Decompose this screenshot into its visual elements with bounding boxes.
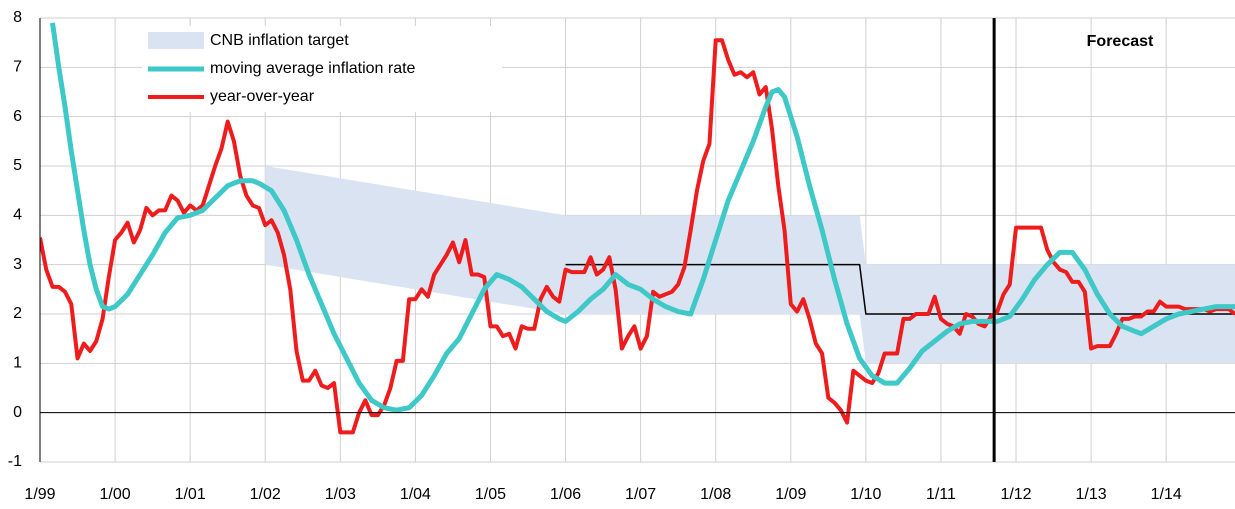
series-line	[50, 22, 1235, 413]
y-tick-label: 4	[13, 207, 22, 224]
x-tick-label: 1/99	[24, 486, 55, 503]
x-tick-label: 1/02	[250, 486, 281, 503]
y-tick-label: 8	[13, 9, 22, 26]
y-tick-label: 0	[13, 404, 22, 421]
y-tick-label: -1	[8, 453, 22, 470]
target-line	[565, 263, 1235, 315]
axes: -1 0 1 2 3 4 5 6 7 8 1/99 1/00 1/01 1/02 1/03 1/04 1/05 1…	[8, 9, 1235, 503]
y-tick-label: 2	[13, 305, 22, 322]
x-tick-label: 1/12	[1000, 486, 1031, 503]
x-tick-label: 1/09	[775, 486, 806, 503]
x-tick-label: 1/00	[100, 486, 131, 503]
x-tick-label: 1/10	[850, 486, 881, 503]
x-tick-label: 1/11	[926, 486, 956, 503]
y-tick-label: 6	[13, 108, 22, 125]
x-tick-label: 1/03	[325, 486, 356, 503]
y-tick-label: 3	[13, 256, 22, 273]
x-tick-label: 1/06	[550, 486, 581, 503]
x-tick-label: 1/04	[400, 486, 431, 503]
x-tick-label: 1/05	[475, 486, 506, 503]
annotation: Forecast	[1087, 33, 1154, 50]
x-tick-label: 1/13	[1076, 486, 1107, 503]
x-tick-label: 1/07	[625, 486, 656, 503]
y-tick-label: 1	[13, 355, 22, 372]
plot-area	[40, 22, 1235, 435]
y-tick-label: 5	[13, 157, 22, 174]
legend-label: year-over-year	[210, 88, 315, 105]
legend: CNB inflation target moving average infla…	[142, 26, 502, 112]
x-tick-label: 1/01	[175, 486, 206, 503]
series-line	[40, 38, 1235, 435]
legend-swatch	[148, 32, 204, 49]
y-tick-label: 7	[13, 59, 22, 76]
legend-label: CNB inflation target	[210, 32, 349, 49]
legend-label: moving average inflation rate	[210, 60, 416, 77]
x-tick-label: 1/14	[1151, 486, 1182, 503]
x-tick-label: 1/08	[700, 486, 731, 503]
